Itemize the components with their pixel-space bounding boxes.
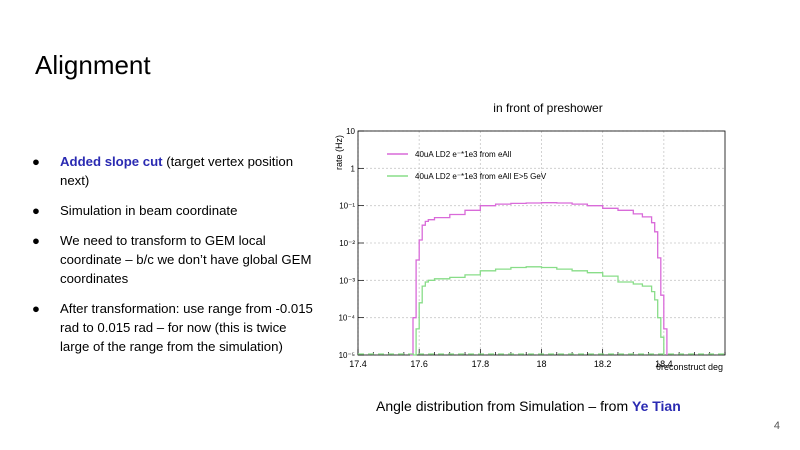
chart-title: in front of preshower <box>493 101 602 115</box>
bullet-highlight: Added slope cut <box>60 154 163 169</box>
x-axis-label: θreconstruct deg <box>656 362 723 372</box>
bullet-symbol: ● <box>32 301 40 316</box>
bullet-item: ● After transformation: use range from -… <box>32 299 317 356</box>
y-tick-label: 1 <box>351 164 356 173</box>
x-tick-label: 18 <box>536 359 546 369</box>
y-tick-label: 10⁻⁴ <box>338 314 355 323</box>
y-tick-label: 10 <box>346 127 355 136</box>
figure-caption: Angle distribution from Simulation – fro… <box>376 398 681 414</box>
bullet-list: ● Added slope cut (target vertex positio… <box>32 152 317 367</box>
legend-label: 40uA LD2 e⁻*1e3 from eAll E>5 GeV <box>415 172 547 181</box>
bullet-item: ● We need to transform to GEM local coor… <box>32 231 317 288</box>
y-tick-label: 10⁻² <box>339 239 355 248</box>
x-tick-label: 17.4 <box>349 359 367 369</box>
x-tick-label: 17.6 <box>410 359 428 369</box>
legend-label: 40uA LD2 e⁻*1e3 from eAll <box>415 150 512 159</box>
chart-container: in front of preshower 17.4 17.6 17.8 18 18.2 1… <box>330 98 730 383</box>
bullet-symbol: ● <box>32 233 40 248</box>
y-tick-label: 10⁻⁵ <box>339 351 355 360</box>
bullet-item: ● Added slope cut (target vertex positio… <box>32 152 317 190</box>
page-number: 4 <box>773 420 780 432</box>
bullet-item: ● Simulation in beam coordinate <box>32 201 317 220</box>
x-tick-label: 18.4 <box>655 359 673 369</box>
bullet-text: We need to transform to GEM local coordi… <box>60 233 312 286</box>
series-line <box>410 202 668 356</box>
caption-text: Angle distribution from Simulation – fro… <box>376 398 632 414</box>
bullet-symbol: ● <box>32 203 40 218</box>
series-line <box>413 266 665 356</box>
caption-author: Ye Tian <box>632 398 681 414</box>
y-tick-label: 10⁻³ <box>339 276 355 285</box>
bullet-text: Simulation in beam coordinate <box>60 203 238 218</box>
y-tick-label: 10⁻¹ <box>339 202 355 211</box>
bullet-text: After transformation: use range from -0.… <box>60 301 313 354</box>
rate-histogram: in front of preshower 17.4 17.6 17.8 18 18.2 1… <box>334 101 726 372</box>
x-tick-label: 18.2 <box>594 359 612 369</box>
y-axis-label: rate (Hz) <box>334 135 344 170</box>
bullet-text: (target vertex position next) <box>60 154 294 188</box>
bullet-symbol: ● <box>32 154 40 169</box>
slide-title: Alignment <box>35 50 151 80</box>
x-tick-label: 17.8 <box>472 359 490 369</box>
